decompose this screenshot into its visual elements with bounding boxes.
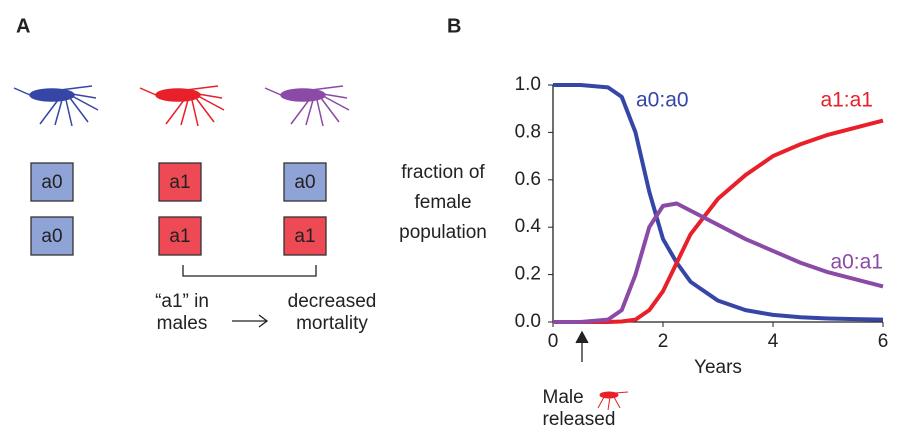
panel-label: B (447, 15, 461, 37)
cause-text: males (157, 313, 208, 334)
allele-label: a1 (169, 226, 190, 247)
mosquito-icons (13, 85, 350, 127)
allele-box (30, 216, 74, 256)
x-tick-label: 6 (878, 331, 889, 352)
allele-box (158, 162, 202, 202)
y-axis-label: female (414, 192, 471, 213)
cause-text: “a1” in (155, 291, 209, 312)
y-tick-label: 0.2 (515, 264, 541, 285)
series-line (553, 83, 884, 322)
y-tick-label: 0.8 (515, 121, 541, 142)
allele-box (158, 216, 202, 256)
x-tick-label: 4 (768, 331, 779, 352)
allele-label: a1 (169, 172, 190, 193)
series-line (553, 118, 884, 324)
y-tick-label: 1.0 (515, 74, 541, 95)
allele-box (30, 162, 74, 202)
annotation: Male (543, 387, 584, 408)
series-label: a0:a0 (636, 89, 689, 112)
allele-label: a1 (294, 226, 315, 247)
arrow (232, 314, 269, 328)
y-tick-label: 0.0 (515, 311, 541, 332)
y-axis-label: population (399, 222, 487, 243)
y-axis-label: fraction of (401, 162, 485, 183)
panel-label: A (16, 15, 30, 37)
x-tick-label: 0 (548, 331, 559, 352)
effect-text: mortality (296, 313, 368, 334)
x-axis-label: Years (694, 357, 742, 378)
bracket (182, 265, 317, 277)
allele-box (283, 216, 327, 256)
annotation: released (543, 409, 616, 430)
release-arrow (575, 330, 589, 362)
allele-label: a0 (294, 172, 315, 193)
effect-text: decreased (288, 291, 377, 312)
small-mosquito (597, 391, 629, 411)
y-tick-label: 0.6 (515, 169, 541, 190)
y-tick-label: 0.4 (515, 216, 542, 237)
allele-label: a0 (41, 226, 62, 247)
allele-label: a0 (41, 172, 62, 193)
series-label: a0:a1 (830, 251, 883, 274)
allele-box (283, 162, 327, 202)
x-tick-label: 2 (658, 331, 669, 352)
series-line (553, 201, 884, 324)
series-label: a1:a1 (820, 89, 873, 112)
